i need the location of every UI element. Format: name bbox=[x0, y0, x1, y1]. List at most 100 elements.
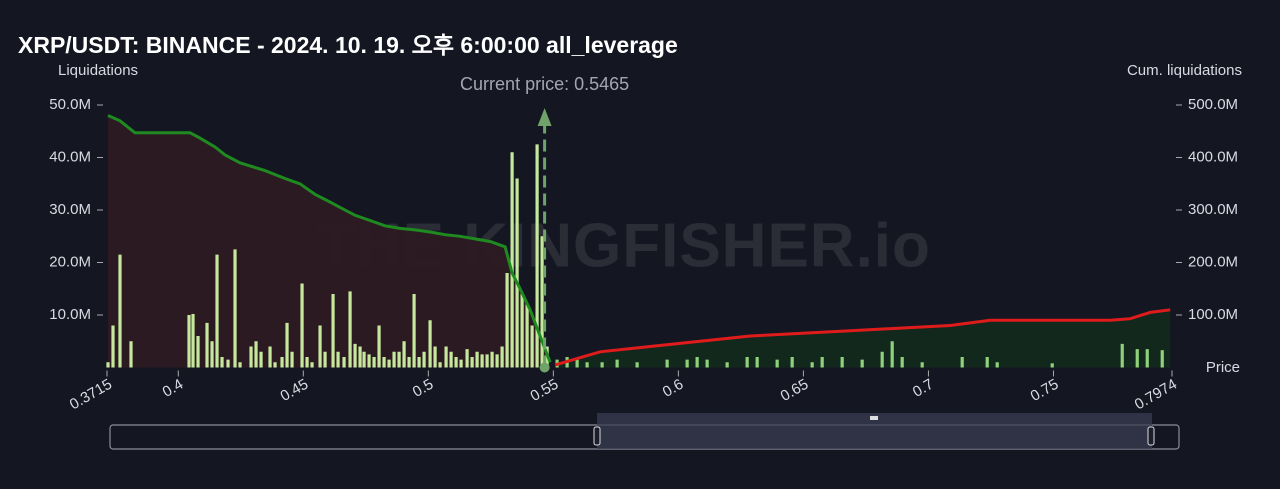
x-tick-label: 0.6 bbox=[660, 376, 687, 401]
bar bbox=[485, 354, 489, 368]
bar bbox=[790, 357, 794, 368]
bar bbox=[1160, 350, 1164, 368]
bar bbox=[342, 357, 346, 368]
y-axis-title: Liquidations bbox=[58, 62, 138, 79]
bar bbox=[249, 346, 253, 368]
bar bbox=[205, 322, 209, 368]
bar bbox=[387, 359, 391, 368]
y-tick-label: 50.0M bbox=[49, 96, 91, 113]
bar bbox=[305, 357, 309, 368]
x-tick-label: 0.75 bbox=[1028, 376, 1062, 405]
bar bbox=[920, 362, 924, 368]
x-tick-label: 0.55 bbox=[528, 376, 562, 405]
y-tick-label: 20.0M bbox=[49, 253, 91, 270]
bar bbox=[210, 341, 214, 368]
cumulative-area bbox=[555, 309, 1171, 368]
x-tick-label: 0.7 bbox=[910, 376, 937, 401]
bar bbox=[226, 359, 230, 368]
bar bbox=[820, 357, 824, 368]
bar bbox=[475, 351, 479, 368]
bar bbox=[412, 294, 416, 368]
bar bbox=[382, 357, 386, 368]
bar bbox=[215, 254, 219, 368]
x-tick-label: 0.3715 bbox=[67, 376, 115, 414]
bar bbox=[860, 359, 864, 368]
y-tick-label: 30.0M bbox=[49, 201, 91, 218]
x-tick-label: 0.5 bbox=[410, 376, 437, 401]
bar bbox=[220, 357, 224, 368]
y2-tick-label: 500.0M bbox=[1188, 96, 1238, 113]
bar bbox=[362, 351, 366, 368]
bar bbox=[428, 320, 432, 368]
bar bbox=[111, 325, 115, 368]
x-tick-label: 0.4 bbox=[160, 376, 187, 401]
bar bbox=[259, 351, 263, 368]
bar bbox=[353, 343, 357, 368]
bar bbox=[490, 351, 494, 368]
bar bbox=[480, 354, 484, 368]
bar bbox=[254, 341, 258, 368]
y-tick-label: 10.0M bbox=[49, 306, 91, 323]
bar bbox=[685, 359, 689, 368]
current-price-dot bbox=[539, 362, 550, 373]
bar bbox=[745, 357, 749, 368]
bar bbox=[600, 362, 604, 368]
x-tick-label: 0.45 bbox=[277, 376, 311, 405]
bar bbox=[890, 341, 894, 368]
range-slider[interactable] bbox=[109, 413, 1180, 450]
bar bbox=[725, 362, 729, 368]
bar bbox=[273, 362, 277, 368]
slider-handle[interactable] bbox=[593, 426, 601, 446]
bar bbox=[585, 362, 589, 368]
bar bbox=[444, 346, 448, 368]
bar bbox=[615, 359, 619, 368]
bar bbox=[268, 346, 272, 368]
bar bbox=[318, 325, 322, 368]
bar bbox=[665, 359, 669, 368]
bar bbox=[575, 359, 579, 368]
slider-handle[interactable] bbox=[1147, 426, 1155, 446]
bar bbox=[449, 351, 453, 368]
bar bbox=[810, 362, 814, 368]
bar bbox=[840, 357, 844, 368]
bar bbox=[196, 336, 200, 368]
y2-tick-label: 200.0M bbox=[1188, 253, 1238, 270]
y2-tick-label: 100.0M bbox=[1188, 306, 1238, 323]
bar bbox=[422, 351, 426, 368]
bar bbox=[1135, 349, 1139, 368]
bar bbox=[459, 359, 463, 368]
bar bbox=[310, 362, 314, 368]
bar bbox=[392, 351, 396, 368]
bar bbox=[525, 304, 529, 368]
cumulative-line bbox=[554, 308, 1171, 367]
bar bbox=[470, 357, 474, 368]
bar bbox=[985, 357, 989, 368]
y-tick-label: 40.0M bbox=[49, 148, 91, 165]
bar bbox=[106, 362, 110, 368]
bar bbox=[238, 362, 242, 368]
bar bbox=[505, 273, 509, 368]
bar bbox=[495, 354, 499, 368]
bar bbox=[187, 315, 191, 368]
bar bbox=[367, 354, 371, 368]
bar bbox=[775, 359, 779, 368]
bar bbox=[280, 357, 284, 368]
bar bbox=[540, 236, 544, 368]
bar bbox=[500, 346, 504, 368]
cumulative-line bbox=[107, 114, 552, 363]
bar bbox=[118, 254, 122, 368]
bar bbox=[397, 351, 401, 368]
bar bbox=[358, 346, 362, 368]
bar bbox=[880, 351, 884, 368]
x-axis-title: Price bbox=[1206, 359, 1240, 376]
bar bbox=[1145, 349, 1149, 368]
y2-axis-title: Cum. liquidations bbox=[1127, 62, 1242, 79]
bar bbox=[336, 351, 340, 368]
bar bbox=[530, 325, 534, 368]
bar bbox=[438, 362, 442, 368]
current-price-arrow bbox=[537, 108, 552, 126]
bar bbox=[515, 178, 519, 368]
bar bbox=[520, 294, 524, 368]
slider-grip[interactable] bbox=[870, 416, 878, 420]
